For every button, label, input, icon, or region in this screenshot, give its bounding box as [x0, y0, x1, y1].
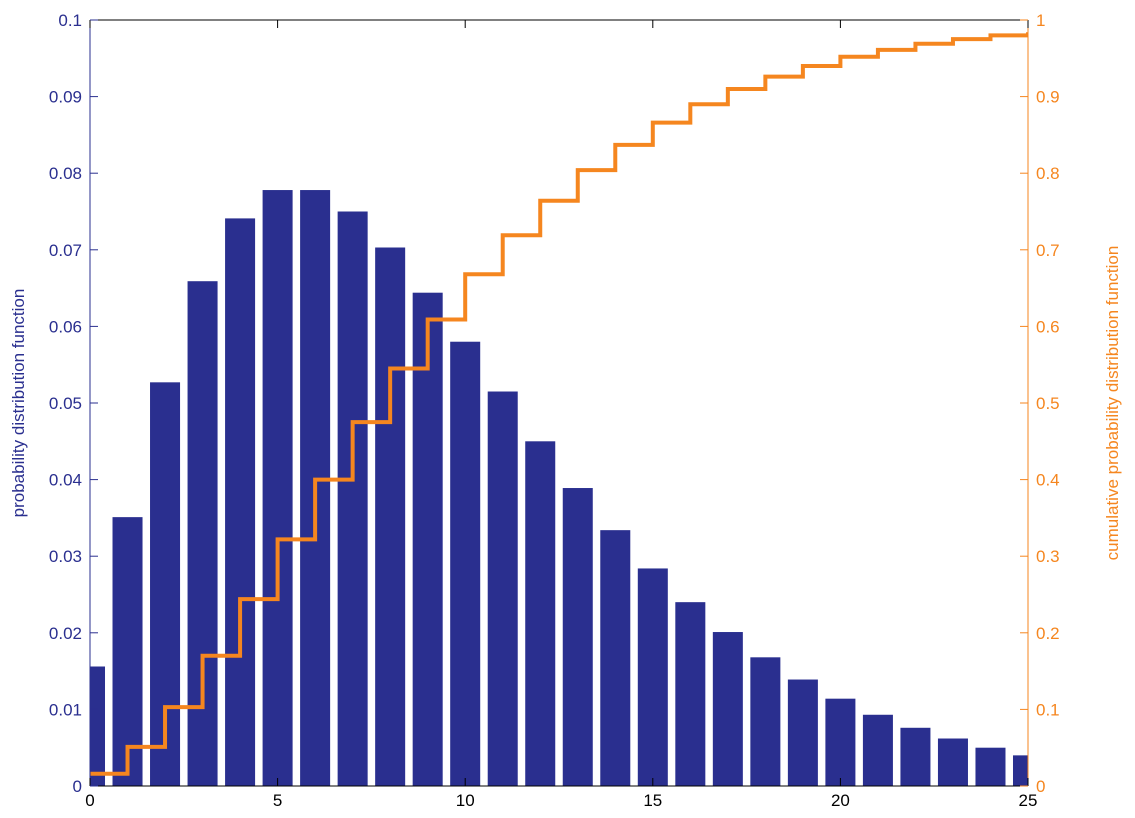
pdf-bar — [750, 657, 781, 786]
pdf-bar — [675, 602, 706, 786]
pdf-bar — [862, 714, 893, 786]
pdf-bar — [562, 488, 593, 786]
y-tick-label: 0.01 — [49, 700, 82, 719]
y2-tick-label: 0.9 — [1036, 88, 1060, 107]
right-axis-title: cumulative probability distribution func… — [1103, 246, 1122, 561]
pdf-bar — [225, 218, 256, 786]
y-tick-label: 0.1 — [58, 11, 82, 30]
pdf-bar — [525, 441, 556, 786]
y-tick-label: 0.09 — [49, 88, 82, 107]
cdf-stair-line — [90, 32, 1028, 776]
y2-tick-label: 0.4 — [1036, 471, 1060, 490]
cdf-line — [90, 32, 1028, 776]
y2-tick-label: 0.5 — [1036, 394, 1060, 413]
axis-tick-labels: 0 5 10 15 20 2500.010.020.030.040.050.060.070… — [49, 11, 1060, 810]
y-tick-label: 0.06 — [49, 317, 82, 336]
y-tick-label: 0.04 — [49, 471, 82, 490]
pdf-bar — [900, 727, 931, 786]
x-tick-label: 25 — [1019, 791, 1038, 810]
y-tick-label: 0.05 — [49, 394, 82, 413]
y2-tick-label: 0.8 — [1036, 164, 1060, 183]
y-tick-label: 0.08 — [49, 164, 82, 183]
pdf-bars — [90, 190, 1028, 786]
pdf-bar — [90, 666, 106, 786]
axis-ticks — [89, 19, 1029, 787]
pdf-bar — [450, 341, 481, 786]
y2-tick-label: 0 — [1036, 777, 1045, 796]
y2-tick-label: 0.2 — [1036, 624, 1060, 643]
pdf-bar — [712, 632, 743, 786]
y-tick-label: 0.02 — [49, 624, 82, 643]
x-tick-label: 10 — [456, 791, 475, 810]
pdf-bar — [487, 391, 518, 786]
y2-tick-label: 1 — [1036, 11, 1045, 30]
pdf-bar — [637, 568, 668, 786]
pdf-bar — [1012, 755, 1028, 786]
y-tick-label: 0.07 — [49, 241, 82, 260]
pdf-bar — [412, 292, 443, 786]
pdf-bar — [112, 517, 143, 786]
y2-tick-label: 0.1 — [1036, 700, 1060, 719]
y2-tick-label: 0.7 — [1036, 241, 1060, 260]
pdf-bar — [187, 281, 218, 786]
pdf-bar — [262, 190, 293, 786]
pdf-bar — [600, 530, 631, 786]
y2-tick-label: 0.3 — [1036, 547, 1060, 566]
x-tick-label: 5 — [273, 791, 282, 810]
pdf-bar — [937, 738, 968, 786]
pdf-bar — [375, 247, 406, 786]
pdf-bar — [787, 679, 818, 786]
pdf-bar — [825, 698, 856, 786]
pdf-bar — [975, 747, 1006, 786]
x-tick-label: 0 — [85, 791, 94, 810]
y-tick-label: 0.03 — [49, 547, 82, 566]
left-axis-title: probability distribution function — [9, 289, 28, 518]
x-tick-label: 20 — [831, 791, 850, 810]
x-tick-label: 15 — [643, 791, 662, 810]
y-tick-label: 0 — [73, 777, 82, 796]
pdf-bar — [337, 211, 368, 786]
y2-tick-label: 0.6 — [1036, 317, 1060, 336]
